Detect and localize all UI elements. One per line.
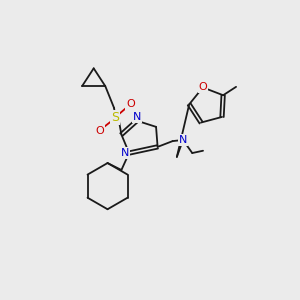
Text: O: O <box>126 99 135 109</box>
Text: O: O <box>95 126 104 136</box>
Text: N: N <box>179 135 187 145</box>
Text: N: N <box>133 112 141 122</box>
Text: O: O <box>199 82 207 92</box>
Text: N: N <box>121 148 129 158</box>
Text: S: S <box>111 111 119 124</box>
